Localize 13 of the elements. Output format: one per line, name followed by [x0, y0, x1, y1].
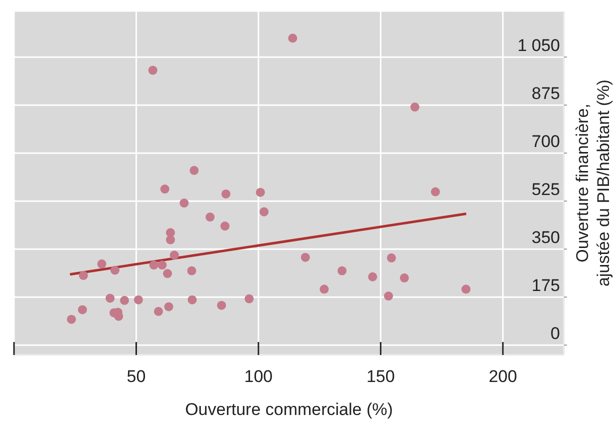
y-tick-label: 0 [550, 324, 560, 344]
y-axis-title: Ouverture financière, ajustée du PIB/habitant (%) [573, 80, 613, 286]
y-tick-label: 1 050 [517, 36, 560, 56]
x-tick-label: 100 [244, 367, 273, 386]
y-tick-label: 175 [532, 276, 560, 296]
x-tick-label: 150 [366, 367, 395, 386]
x-axis-title: Ouverture commerciale (%) [185, 400, 393, 419]
y-tick-label: 525 [532, 180, 560, 200]
x-tick-label: 50 [126, 367, 146, 386]
y-tick-label: 700 [532, 132, 560, 152]
y-tick-label: 875 [532, 84, 560, 104]
x-tick-label: 200 [488, 367, 518, 386]
y-tick-label: 350 [532, 228, 560, 248]
